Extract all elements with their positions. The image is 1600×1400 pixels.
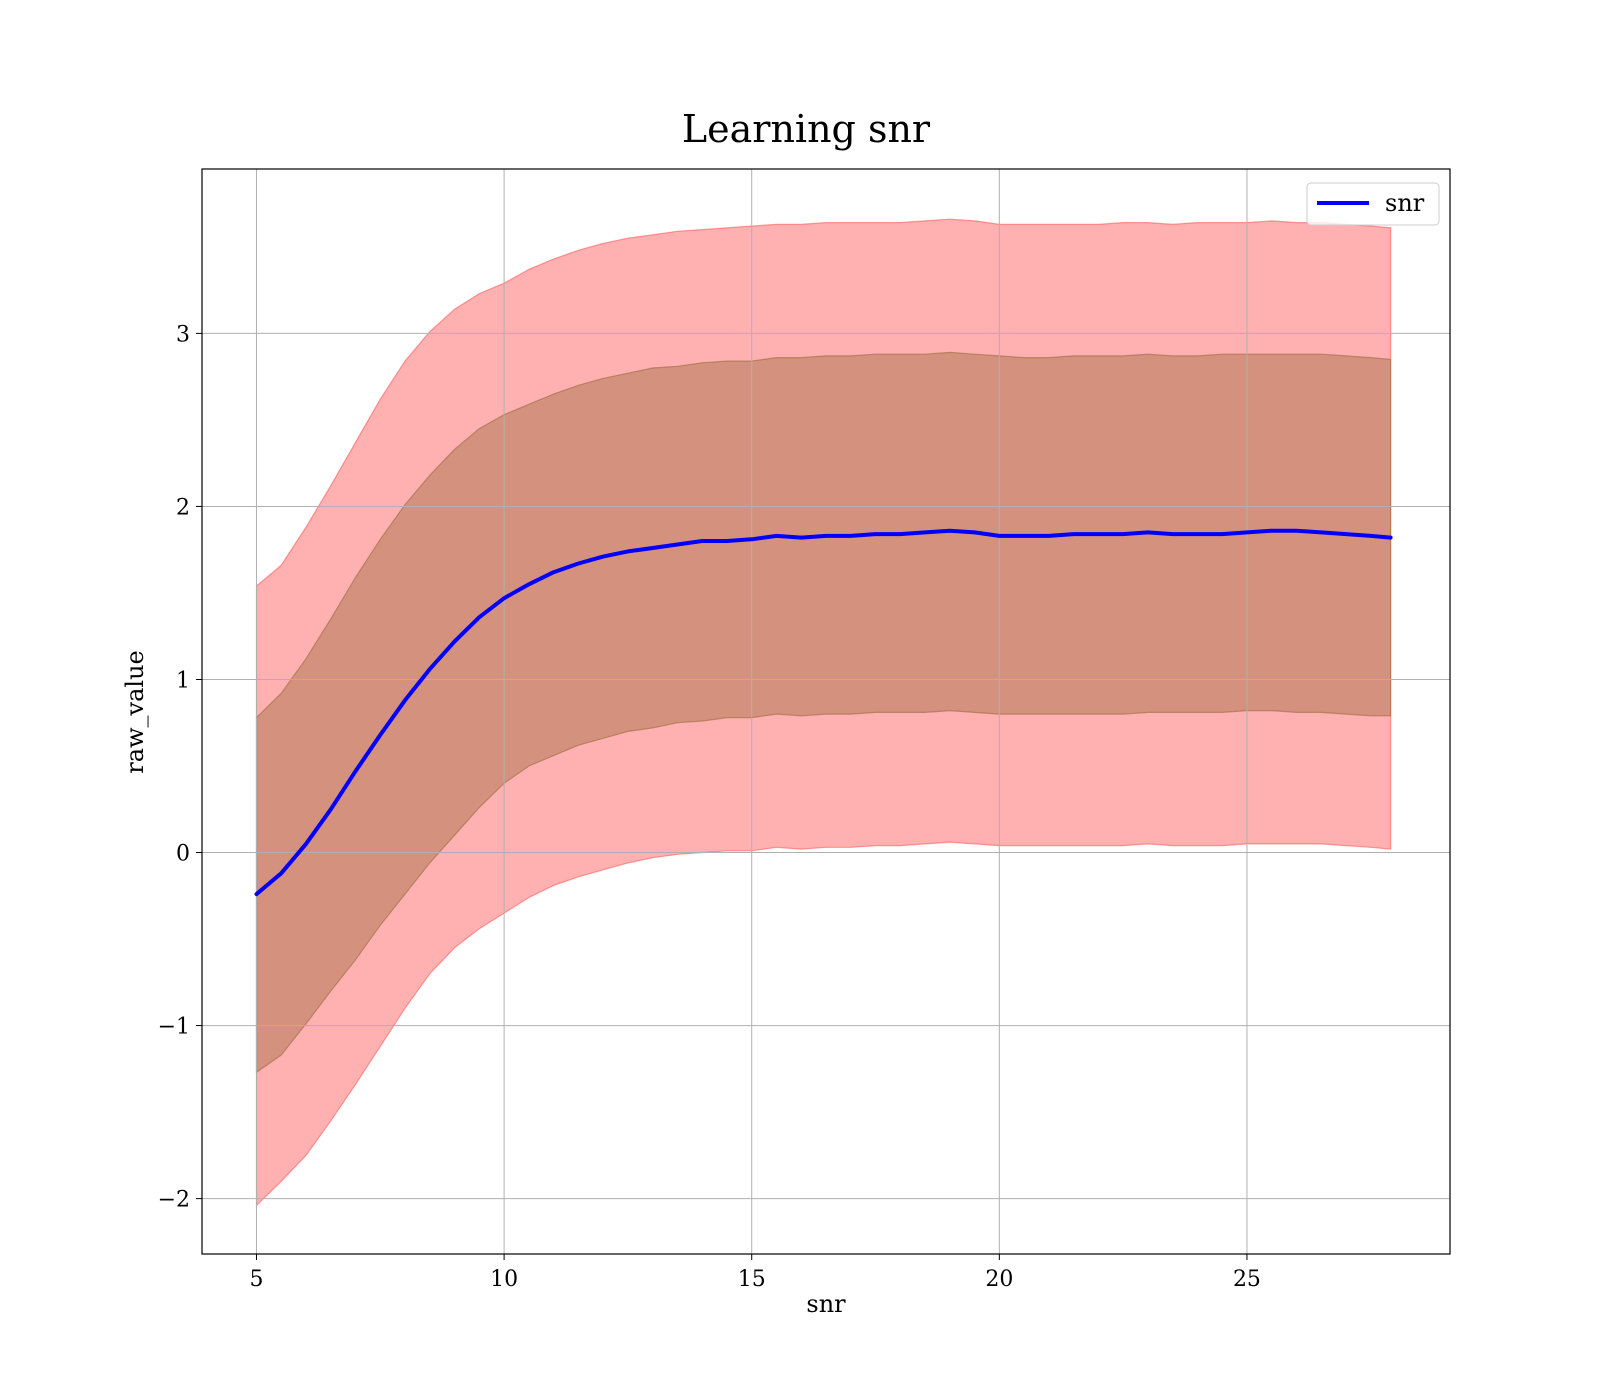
legend-label-snr: snr <box>1385 189 1425 217</box>
legend: snr <box>1306 182 1440 226</box>
x-tick-label: 10 <box>490 1267 518 1292</box>
y-tick-label: −2 <box>158 1188 190 1213</box>
y-tick-label: 1 <box>176 668 190 693</box>
x-tick-label: 20 <box>985 1267 1013 1292</box>
plot-area <box>201 168 1451 1255</box>
y-tick-label: −1 <box>158 1015 190 1040</box>
x-tick-label: 25 <box>1233 1267 1261 1292</box>
grid <box>202 169 1450 1254</box>
series <box>254 528 1393 897</box>
y-tick-label: 2 <box>176 495 190 520</box>
y-axis-ticks: −2 −1 0 1 2 3 <box>158 322 202 1213</box>
series-line-snr <box>254 528 1393 897</box>
x-tick-label: 5 <box>249 1267 263 1292</box>
y-tick-label: 3 <box>176 322 190 347</box>
chart-title: Learning snr <box>682 107 931 151</box>
x-axis-label: snr <box>806 1290 846 1318</box>
plot-frame <box>201 168 1451 1255</box>
y-axis-label: raw_value <box>121 650 149 774</box>
x-tick-label: 15 <box>738 1267 766 1292</box>
y-tick-label: 0 <box>176 842 190 867</box>
x-axis-ticks: 5 10 15 20 25 <box>249 1254 1261 1292</box>
legend-frame <box>1306 182 1440 226</box>
